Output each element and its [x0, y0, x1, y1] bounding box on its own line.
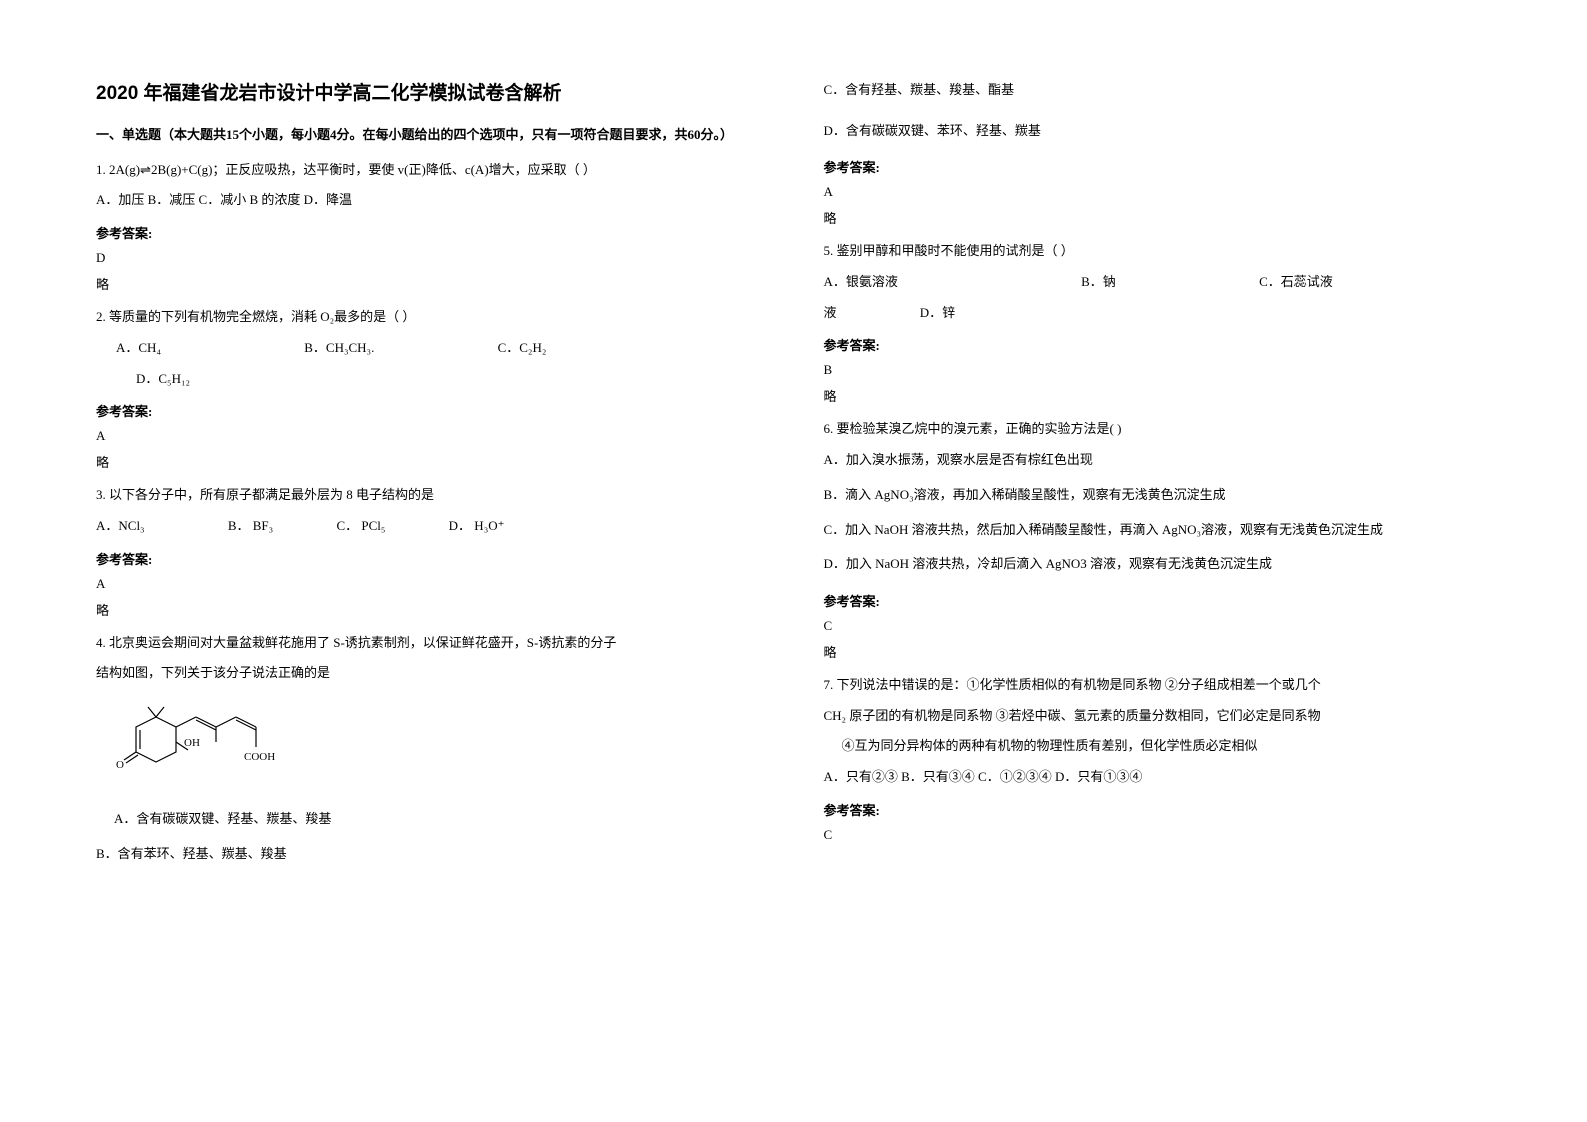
- q3-answer-label: 参考答案:: [96, 549, 764, 568]
- q5-optC-cont: 液: [824, 305, 837, 320]
- q6-optA: A．加入溴水振荡，观察水层是否有棕红色出现: [824, 448, 1492, 473]
- q1-options: A．加压 B．减压 C．减小 B 的浓度 D．降温: [96, 188, 764, 213]
- q2-optB: B．CH₃CH₃.: [304, 336, 374, 361]
- q5-note: 略: [824, 386, 1492, 405]
- q2-optA: A．CH₄: [116, 336, 161, 361]
- q5-text: 5. 鉴别甲醇和甲酸时不能使用的试剂是（ ）: [824, 239, 1492, 264]
- q3-note: 略: [96, 600, 764, 619]
- molecule-cooh-label: COOH: [244, 751, 275, 763]
- page-title: 2020 年福建省龙岩市设计中学高二化学模拟试卷含解析: [96, 78, 764, 105]
- q3-options: A．NCl₃ B． BF₃ C． PCl₅ D． H₃O⁺: [96, 514, 764, 539]
- molecule-o-label: O: [116, 759, 124, 771]
- q4-text1: 4. 北京奥运会期间对大量盆栽鲜花施用了 S-诱抗素制剂，以保证鲜花盛开，S-诱…: [96, 631, 764, 656]
- q5-optA: A．银氨溶液: [824, 270, 898, 295]
- q4-optD: D．含有碳碳双键、苯环、羟基、羰基: [824, 119, 1492, 144]
- q2-note: 略: [96, 452, 764, 471]
- right-column: C．含有羟基、羰基、羧基、酯基 D．含有碳碳双键、苯环、羟基、羰基 参考答案: …: [824, 78, 1492, 1044]
- q2-options-line2: D．C₅H₁₂: [96, 367, 764, 392]
- q6-optC: C．加入 NaOH 溶液共热，然后加入稀硝酸呈酸性，再滴入 AgNO₃溶液，观察…: [824, 518, 1492, 543]
- q2-answer: A: [96, 428, 764, 444]
- q6-text: 6. 要检验某溴乙烷中的溴元素，正确的实验方法是( ): [824, 417, 1492, 442]
- q5-optD: D．锌: [920, 305, 955, 320]
- q1-answer: D: [96, 250, 764, 266]
- q4-optC: C．含有羟基、羰基、羧基、酯基: [824, 78, 1492, 103]
- q2-answer-label: 参考答案:: [96, 401, 764, 420]
- q4-optB: B．含有苯环、羟基、羰基、羧基: [96, 842, 764, 867]
- q4-answer-label: 参考答案:: [824, 157, 1492, 176]
- q3-optA: A．NCl₃: [96, 514, 145, 539]
- q1-text: 1. 2A(g)⇌2B(g)+C(g)；正反应吸热，达平衡时，要使 v(正)降低…: [96, 158, 764, 183]
- q7-text1: 7. 下列说法中错误的是：①化学性质相似的有机物是同系物 ②分子组成相差一个或几…: [824, 673, 1492, 698]
- q3-optC: C． PCl₅: [336, 514, 385, 539]
- q4-text2: 结构如图，下列关于该分子说法正确的是: [96, 661, 764, 686]
- q1-note: 略: [96, 274, 764, 293]
- q7-text3: ④互为同分异构体的两种有机物的物理性质有差别，但化学性质必定相似: [824, 734, 1492, 759]
- left-column: 2020 年福建省龙岩市设计中学高二化学模拟试卷含解析 一、单选题（本大题共15…: [96, 78, 764, 1044]
- q5-answer-label: 参考答案:: [824, 335, 1492, 354]
- q3-optD: D． H₃O⁺: [449, 514, 505, 539]
- q4-answer: A: [824, 184, 1492, 200]
- q3-answer: A: [96, 576, 764, 592]
- q3-text: 3. 以下各分子中，所有原子都满足最外层为 8 电子结构的是: [96, 483, 764, 508]
- q5-options-line2: 液 D．锌: [824, 301, 1492, 326]
- q7-text2: CH₂ 原子团的有机物是同系物 ③若烃中碳、氢元素的质量分数相同，它们必定是同系…: [824, 704, 1492, 729]
- q4-optA: A．含有碳碳双键、羟基、羰基、羧基: [96, 807, 764, 832]
- q5-options-line1: A．银氨溶液 B．钠 C．石蕊试液: [824, 270, 1492, 295]
- q5-optB: B．钠: [1081, 270, 1116, 295]
- q6-answer-label: 参考答案:: [824, 591, 1492, 610]
- q7-options: A．只有②③ B．只有③④ C．①②③④ D．只有①③④: [824, 765, 1492, 790]
- section-header: 一、单选题（本大题共15个小题，每小题4分。在每小题给出的四个选项中，只有一项符…: [96, 125, 764, 146]
- molecule-oh-label: OH: [184, 737, 200, 749]
- q6-note: 略: [824, 642, 1492, 661]
- q6-answer: C: [824, 618, 1492, 634]
- q7-answer-label: 参考答案:: [824, 800, 1492, 819]
- q2-options-line1: A．CH₄ B．CH₃CH₃. C．C₂H₂: [96, 336, 764, 361]
- q2-optC: C．C₂H₂: [498, 336, 547, 361]
- q5-optC: C．石蕊试液: [1259, 270, 1333, 295]
- q2-optD: D．C₅H₁₂: [136, 371, 190, 386]
- molecule-structure: O OH COOH: [106, 702, 764, 797]
- q4-note: 略: [824, 208, 1492, 227]
- q3-optB: B． BF₃: [228, 514, 273, 539]
- q7-answer: C: [824, 827, 1492, 843]
- q2-text: 2. 等质量的下列有机物完全燃烧，消耗 O₂最多的是（ ）: [96, 305, 764, 330]
- q6-optB: B．滴入 AgNO₃溶液，再加入稀硝酸呈酸性，观察有无浅黄色沉淀生成: [824, 483, 1492, 508]
- q1-answer-label: 参考答案:: [96, 223, 764, 242]
- q5-answer: B: [824, 362, 1492, 378]
- q6-optD: D．加入 NaOH 溶液共热，冷却后滴入 AgNO3 溶液，观察有无浅黄色沉淀生…: [824, 552, 1492, 577]
